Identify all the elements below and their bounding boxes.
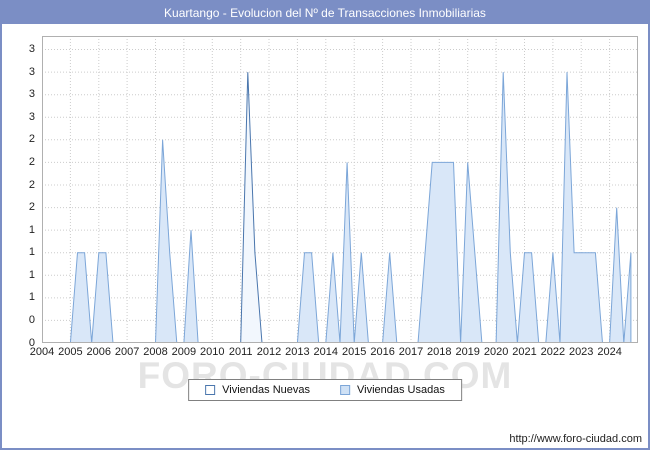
legend-item-viviendas-nuevas: Viviendas Nuevas [205, 384, 310, 396]
plot-border [42, 36, 638, 343]
x-axis-label: 2010 [200, 346, 225, 358]
legend-swatch-usadas-icon [340, 385, 350, 395]
x-axis-label: 2007 [114, 346, 140, 358]
plot-area [42, 36, 638, 343]
y-axis-label: 3 [28, 65, 35, 78]
series-area-viviendas-usadas [42, 72, 632, 343]
x-axis-label: 2022 [540, 346, 566, 358]
chart-title: Kuartango - Evolucion del Nº de Transacc… [2, 2, 648, 24]
x-axis-label: 2009 [171, 346, 197, 358]
y-axis-label: 1 [28, 246, 35, 259]
x-axis-label: 2023 [568, 346, 594, 358]
x-axis-label: 2011 [228, 346, 253, 358]
y-axis-label: 2 [28, 178, 35, 191]
x-axis-label: 2014 [313, 346, 339, 358]
y-axis-label: 1 [28, 268, 35, 281]
chart-plot [42, 36, 638, 343]
legend-item-viviendas-usadas: Viviendas Usadas [340, 384, 445, 396]
legend-swatch-nuevas-icon [205, 385, 216, 395]
y-axis-label: 0 [28, 313, 35, 326]
x-axis-label: 2021 [512, 346, 537, 358]
x-axis: 2004 2005 2006 2007 2008 2009 2010 2011 2012 2013… [30, 346, 638, 360]
x-axis-label: 2024 [597, 346, 622, 358]
y-axis-label: 2 [28, 133, 35, 146]
legend-label-usadas: Viviendas Usadas [357, 384, 445, 396]
y-axis-label: 2 [28, 201, 35, 214]
x-axis-label: 2005 [58, 346, 83, 358]
y-axis-label: 2 [28, 155, 35, 168]
legend: Viviendas Nuevas Viviendas Usadas [188, 379, 462, 401]
x-axis-label: 2013 [285, 346, 310, 358]
x-axis-label: 2004 [29, 346, 55, 358]
y-axis-label: 1 [28, 291, 35, 304]
y-axis-label: 3 [28, 43, 35, 55]
y-axis-label: 3 [28, 88, 35, 101]
footer-url[interactable]: http://www.foro-ciudad.com [509, 433, 642, 445]
x-axis-label: 2008 [143, 346, 168, 358]
x-axis-label: 2012 [256, 346, 282, 358]
y-axis-label: 1 [28, 223, 35, 236]
y-axis-label: 0 [28, 336, 35, 349]
legend-label-nuevas: Viviendas Nuevas [222, 384, 310, 396]
x-axis-label: 2017 [398, 346, 424, 358]
x-axis-label: 2006 [86, 346, 112, 358]
x-axis-label: 2018 [427, 346, 452, 358]
y-axis-label: 3 [28, 110, 35, 123]
x-axis-label: 2015 [341, 346, 367, 358]
x-axis-label: 2020 [483, 346, 509, 358]
x-axis-label: 2019 [455, 346, 480, 358]
x-axis-label: 2016 [370, 346, 395, 358]
y-axis: 0 0 1 1 1 1 2 2 2 2 3 3 3 3 [2, 36, 42, 349]
